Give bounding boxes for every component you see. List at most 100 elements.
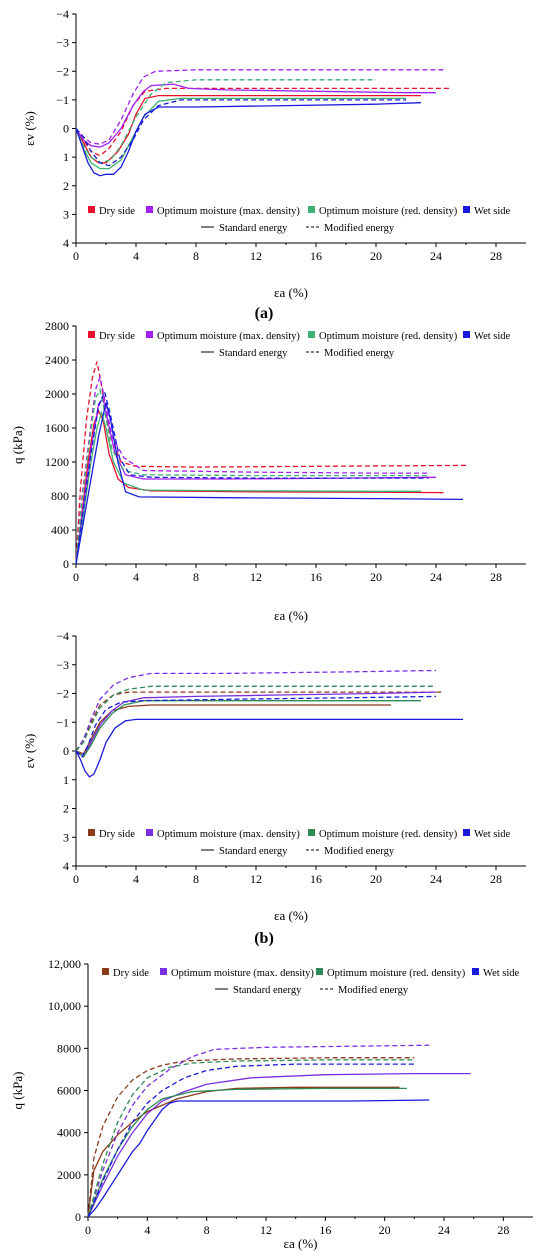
series-line-dry-side-modified [75, 691, 444, 752]
legend-energy-label: Standard energy [219, 223, 288, 234]
legend-swatch [463, 829, 470, 836]
legend-label: Optimum moisture (max. density) [157, 331, 300, 342]
series-line-optimum-moisture-red-density-standard [75, 410, 421, 565]
legend-label: Wet side [474, 206, 511, 217]
chart-a_deviator: 0 4 8 12 16 20 24 28 0 400 800 1200 1600 2000 2400 2800… [10, 319, 526, 623]
legend-swatch [146, 829, 153, 836]
legend-swatch [316, 968, 323, 975]
y-axis-label: q (kPa) [10, 426, 25, 464]
legend-label: Wet side [483, 968, 520, 979]
legend-label: Wet side [474, 829, 511, 840]
legend-swatch [88, 829, 95, 836]
x-tick-label: 8 [193, 249, 199, 263]
legend-energy-label: Modified energy [324, 348, 395, 359]
series-line-dry-side-standard [75, 409, 444, 565]
x-tick-label: 4 [133, 249, 139, 263]
legend-swatch [308, 206, 315, 213]
y-tick-label: 1200 [45, 455, 69, 469]
y-tick-label: 8000 [57, 1041, 81, 1055]
series-line-optimum-moisture-max-density-modified [87, 1044, 430, 1218]
series-line-wet-side-standard [75, 102, 422, 177]
series-line-wet-side-standard [75, 718, 463, 778]
series-line-optimum-moisture-max-density-standard [75, 83, 436, 148]
y-tick-label: 3 [63, 830, 69, 844]
x-tick-label: 0 [85, 1223, 91, 1237]
x-tick-label: 24 [430, 570, 442, 584]
series-line-optimum-moisture-red-density-modified [75, 685, 436, 752]
legend-swatch [463, 206, 470, 213]
legend-swatch [146, 331, 153, 338]
legend-label: Dry side [113, 968, 149, 979]
series-line-wet-side-modified [75, 695, 437, 758]
y-tick-label: 0 [63, 122, 69, 136]
y-tick-label: 0 [63, 557, 69, 571]
legend-swatch [463, 331, 470, 338]
y-tick-label: 2800 [45, 319, 69, 333]
x-tick-label: 16 [310, 872, 322, 886]
x-tick-label: 0 [73, 872, 79, 886]
legend-swatch [472, 968, 479, 975]
x-axis-label: εa (%) [274, 608, 308, 623]
legend-swatch [160, 968, 167, 975]
chart-b_deviator: 0 4 8 12 16 20 24 28 0 2000 4000 6000 8000 10,000 12,0… [10, 957, 533, 1251]
caption-b: (b) [254, 930, 274, 947]
y-tick-label: −3 [56, 658, 69, 672]
series-line-wet-side-standard [87, 1099, 430, 1218]
y-tick-label: 2000 [45, 387, 69, 401]
x-tick-label: 12 [260, 1223, 272, 1237]
x-axis-label: εa (%) [274, 285, 308, 300]
series-line-optimum-moisture-red-density-modified [75, 387, 429, 565]
series-line-optimum-moisture-red-density-standard [75, 700, 421, 758]
legend-swatch [308, 829, 315, 836]
x-tick-label: 8 [193, 570, 199, 584]
legend-energy-label: Modified energy [324, 223, 395, 234]
legend-label: Optimum moisture (red. density) [327, 968, 466, 979]
y-tick-label: 10,000 [48, 999, 81, 1013]
legend-label: Optimum moisture (red. density) [319, 331, 458, 342]
x-tick-label: 8 [193, 872, 199, 886]
x-axis-label: εa (%) [274, 908, 308, 923]
y-tick-label: 4000 [57, 1126, 81, 1140]
y-axis-label: q (kPa) [10, 1072, 25, 1110]
legend-label: Optimum moisture (red. density) [319, 829, 458, 840]
x-tick-label: 8 [204, 1223, 210, 1237]
legend-energy-label: Modified energy [324, 846, 395, 857]
x-tick-label: 24 [430, 249, 442, 263]
legend-energy-label: Modified energy [338, 985, 409, 996]
legend-energy-label: Standard energy [233, 985, 302, 996]
y-tick-label: 12,000 [48, 957, 81, 971]
x-tick-label: 20 [370, 872, 382, 886]
y-tick-label: −4 [56, 7, 69, 21]
series-line-optimum-moisture-max-density-standard [87, 1072, 471, 1218]
x-tick-label: 0 [73, 570, 79, 584]
legend-label: Optimum moisture (red. density) [319, 206, 458, 217]
x-tick-label: 0 [73, 249, 79, 263]
y-tick-label: 6000 [57, 1084, 81, 1098]
y-tick-label: −1 [56, 715, 69, 729]
caption-a: (a) [255, 305, 274, 322]
series-line-optimum-moisture-max-density-standard [75, 691, 437, 758]
y-tick-label: 800 [51, 489, 69, 503]
series-line-dry-side-modified [75, 361, 467, 565]
y-tick-label: 4 [63, 236, 69, 250]
series-line-dry-side-standard [75, 704, 391, 755]
series-line-optimum-moisture-red-density-standard [75, 97, 406, 170]
series-line-optimum-moisture-max-density-modified [75, 69, 444, 145]
series-line-optimum-moisture-max-density-modified [75, 669, 437, 752]
legend-label: Optimum moisture (max. density) [171, 968, 314, 979]
series-line-optimum-moisture-max-density-standard [75, 396, 437, 565]
series-line-wet-side-modified [87, 1063, 415, 1218]
legend-energy-label: Standard energy [219, 846, 288, 857]
y-axis-label: εv (%) [22, 111, 37, 146]
series-line-optimum-moisture-max-density-modified [75, 374, 429, 565]
y-axis-label: εv (%) [22, 734, 37, 769]
y-tick-label: 4 [63, 859, 69, 873]
legend-label: Wet side [474, 331, 511, 342]
x-tick-label: 4 [144, 1223, 150, 1237]
x-tick-label: 16 [310, 249, 322, 263]
y-tick-label: 2 [63, 802, 69, 816]
legend-label: Dry side [99, 829, 135, 840]
y-tick-label: 3 [63, 207, 69, 221]
